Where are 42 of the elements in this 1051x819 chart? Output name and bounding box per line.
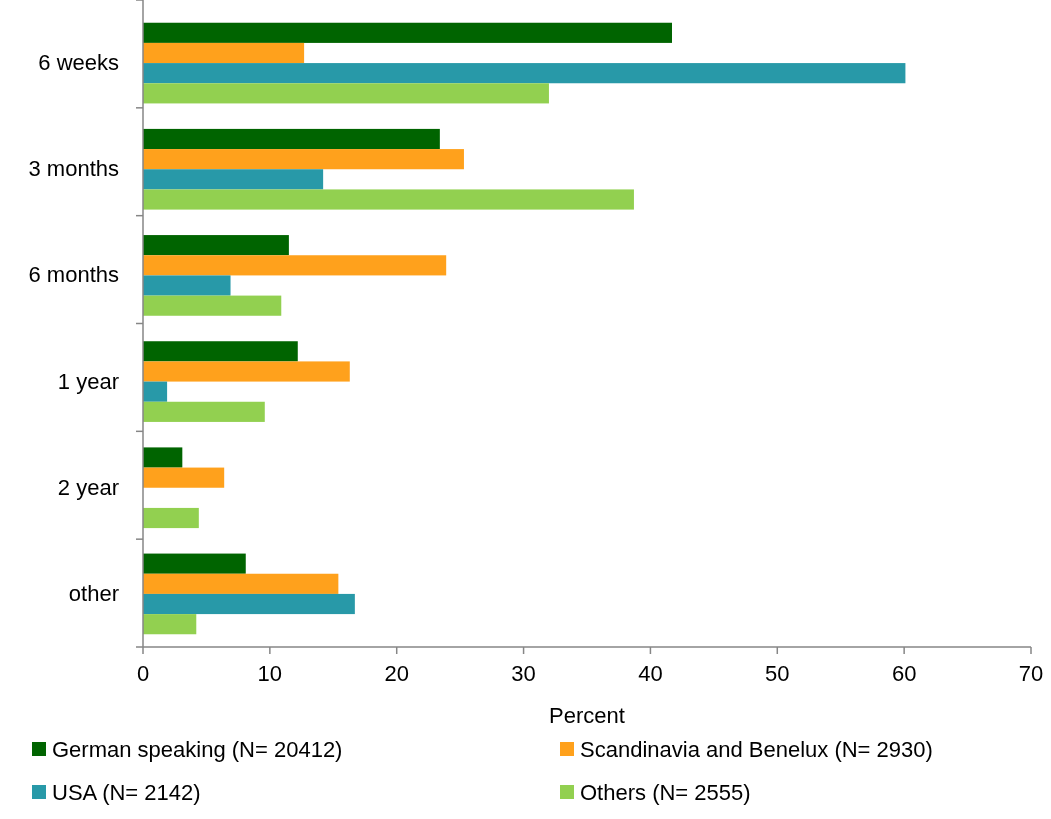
- legend-label: German speaking (N= 20412): [52, 737, 343, 762]
- bar: [143, 573, 339, 594]
- bar: [143, 235, 289, 256]
- x-tick-label: 10: [257, 661, 283, 686]
- bar: [143, 553, 246, 574]
- bar: [143, 22, 672, 43]
- bar: [143, 341, 298, 362]
- y-tick-label: 3 months: [28, 156, 119, 182]
- bar: [143, 361, 350, 382]
- y-tick-label: 6 weeks: [38, 50, 119, 76]
- x-tick-label: 30: [511, 661, 536, 686]
- x-tick-label: 0: [136, 661, 150, 686]
- x-tick-label: 40: [638, 661, 663, 686]
- bar: [143, 83, 549, 104]
- y-tick-label: 2 year: [57, 474, 119, 500]
- x-tick-label: 20: [384, 661, 409, 686]
- y-tick-label: 6 months: [28, 262, 119, 288]
- bar: [143, 42, 305, 64]
- x-axis-title: Percent: [549, 703, 625, 728]
- x-tick-label: 50: [765, 661, 790, 686]
- bar: [143, 63, 906, 84]
- bar: [143, 381, 168, 402]
- bar: [143, 169, 324, 190]
- bar: [143, 149, 464, 170]
- legend-label: Others (N= 2555): [580, 780, 751, 805]
- legend-label: Scandinavia and Benelux (N= 2930): [580, 737, 933, 762]
- y-tick-label: 1 year: [57, 368, 119, 394]
- bar: [143, 189, 634, 210]
- bar: [143, 295, 282, 316]
- bar: [143, 507, 199, 529]
- bar: [143, 275, 231, 296]
- bar: [143, 255, 447, 276]
- y-tick-label: other: [68, 580, 119, 606]
- legend-label: USA (N= 2142): [52, 780, 201, 805]
- bar: [143, 593, 355, 615]
- bar: [143, 467, 225, 488]
- x-tick-label: 60: [891, 661, 917, 686]
- x-tick-label: 70: [1018, 661, 1044, 686]
- bar: [143, 447, 183, 468]
- bar: [143, 128, 440, 150]
- bar: [143, 401, 265, 422]
- bar: [143, 614, 197, 635]
